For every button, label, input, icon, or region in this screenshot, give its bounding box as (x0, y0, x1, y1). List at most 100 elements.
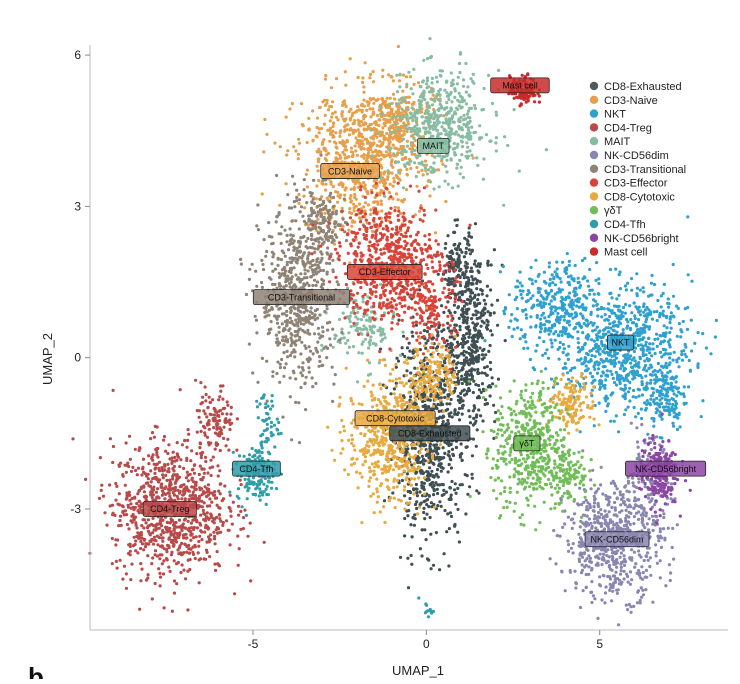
point (306, 223, 310, 227)
point (613, 362, 618, 366)
point (428, 466, 432, 470)
point (397, 170, 401, 174)
point (229, 405, 233, 409)
point (330, 105, 334, 109)
point (341, 139, 345, 143)
point (636, 307, 640, 311)
point (186, 489, 190, 493)
point (333, 110, 337, 114)
point (423, 166, 427, 170)
point (601, 370, 605, 374)
point (410, 134, 414, 138)
point (380, 130, 384, 134)
point (382, 121, 386, 126)
point (345, 140, 349, 144)
point (584, 364, 588, 368)
point (374, 186, 378, 190)
point (490, 376, 494, 380)
point (668, 317, 672, 321)
point (561, 342, 565, 347)
point (393, 146, 397, 150)
point (645, 381, 649, 385)
point (362, 85, 366, 89)
point (474, 313, 478, 317)
point (618, 270, 622, 274)
point (459, 165, 463, 169)
point (453, 323, 457, 327)
point (182, 533, 186, 537)
point (458, 70, 462, 75)
point (441, 420, 445, 424)
point (410, 147, 414, 151)
point (470, 317, 474, 321)
point (561, 350, 565, 355)
point (596, 349, 600, 353)
point (471, 72, 475, 76)
point (421, 173, 425, 177)
point (503, 339, 507, 343)
point (347, 228, 351, 232)
point (478, 280, 482, 284)
point (204, 459, 208, 464)
point (668, 402, 672, 406)
point (468, 295, 472, 299)
point (402, 374, 406, 378)
point (567, 280, 571, 284)
point (536, 290, 541, 294)
point (146, 477, 150, 481)
point (430, 505, 434, 509)
point (128, 493, 132, 497)
point (474, 309, 478, 313)
point (704, 346, 709, 350)
point (485, 373, 489, 377)
point (636, 411, 640, 415)
point (641, 310, 646, 314)
point (156, 487, 160, 491)
point (324, 74, 328, 78)
point (160, 493, 164, 497)
point (610, 296, 614, 300)
point (603, 351, 607, 355)
point (659, 334, 664, 338)
point (440, 304, 444, 308)
point (467, 409, 471, 413)
point (450, 84, 454, 88)
point (369, 157, 374, 161)
point (634, 415, 638, 419)
point (655, 408, 660, 412)
point (320, 181, 324, 185)
point (212, 413, 216, 417)
point (111, 444, 115, 449)
point (646, 432, 650, 436)
point (369, 128, 373, 132)
point (679, 335, 683, 339)
point (567, 377, 571, 381)
point (114, 559, 118, 564)
point (384, 150, 389, 154)
point (467, 328, 471, 333)
point (549, 288, 554, 292)
point (597, 277, 601, 281)
point (225, 412, 229, 416)
point (660, 401, 664, 406)
point (117, 492, 121, 496)
point (484, 398, 488, 402)
point (618, 321, 623, 326)
point (693, 341, 697, 345)
point (466, 492, 470, 496)
point (470, 367, 474, 371)
point (609, 419, 613, 423)
point (579, 312, 583, 316)
point (405, 172, 409, 177)
point (323, 211, 327, 215)
point (305, 140, 309, 145)
point (565, 268, 569, 272)
point (403, 164, 407, 169)
point (385, 96, 389, 100)
point (472, 379, 476, 383)
point (345, 155, 349, 160)
point (350, 114, 354, 118)
point (371, 150, 375, 154)
point (213, 431, 218, 435)
point (425, 329, 429, 334)
